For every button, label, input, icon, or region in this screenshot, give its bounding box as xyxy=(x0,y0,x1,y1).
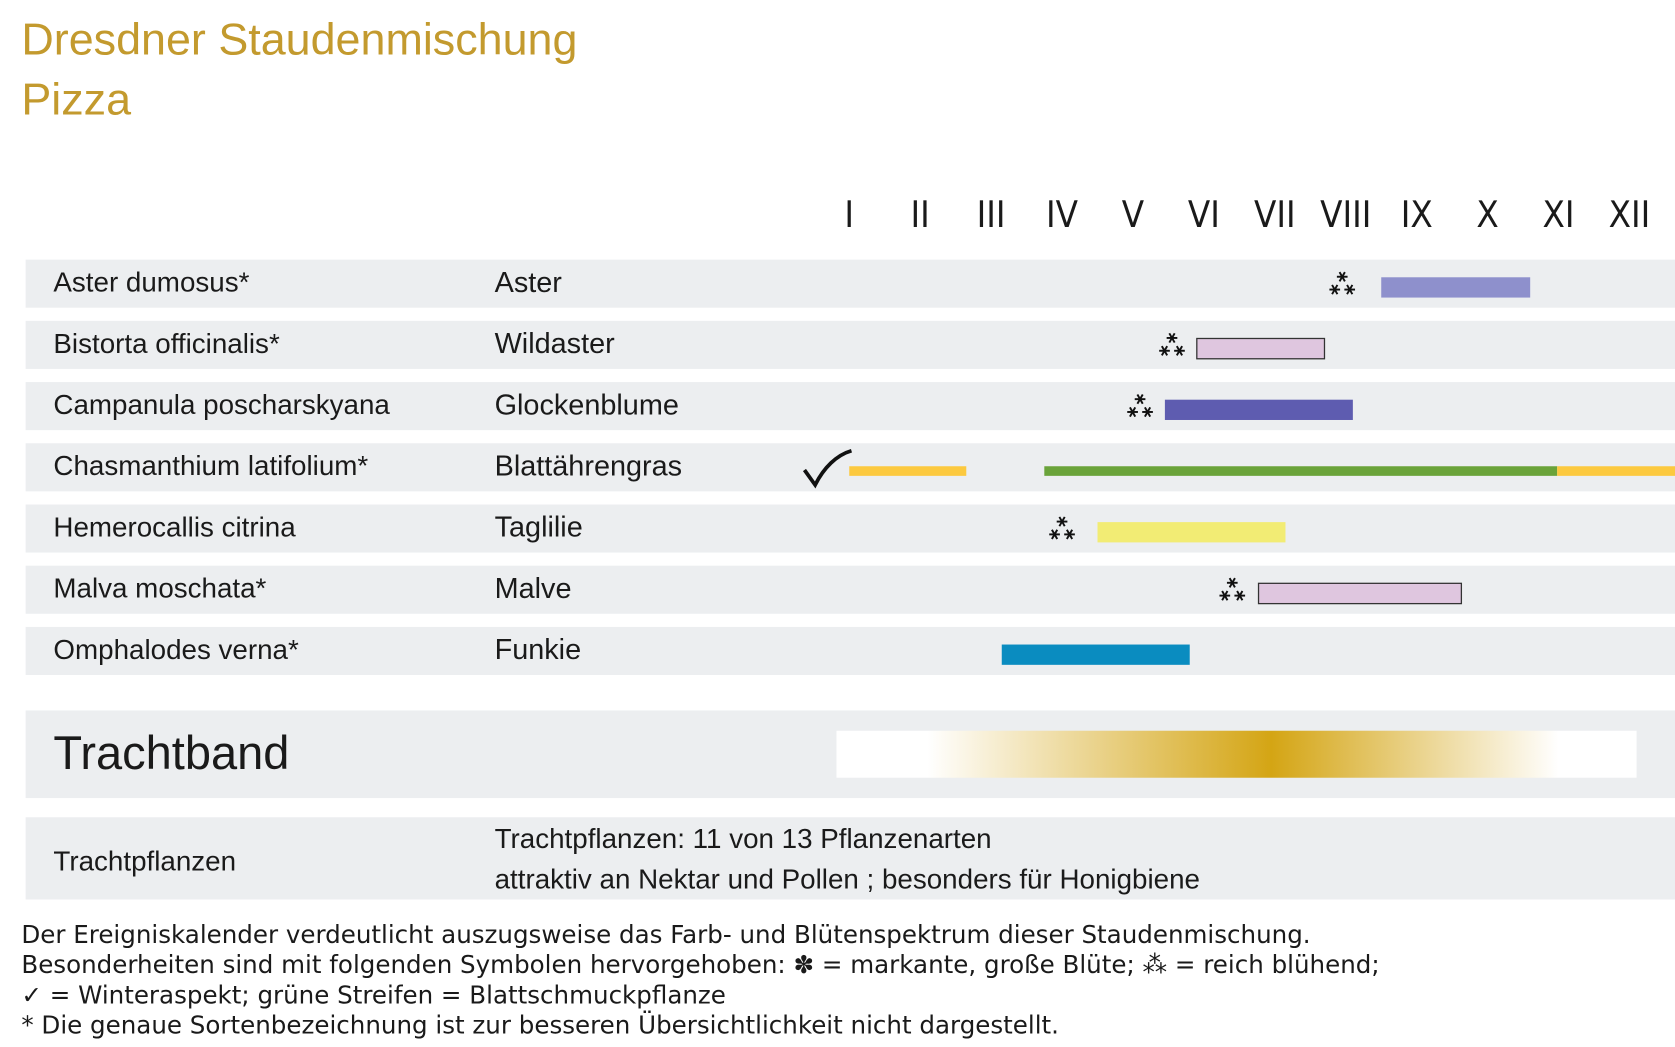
rich-bloom-icon xyxy=(1329,271,1356,295)
german-name: Taglilie xyxy=(495,512,583,544)
row-band xyxy=(25,382,1675,431)
asterisk-stroke xyxy=(1051,529,1059,540)
asterisk-stroke xyxy=(1331,284,1339,295)
latin-name: Aster dumosus* xyxy=(53,267,249,298)
month-label: XII xyxy=(1609,193,1651,236)
row-band xyxy=(25,320,1675,369)
trachtpflanzen-text: attraktiv an Nektar und Pollen ; besonde… xyxy=(495,864,1200,895)
latin-name: Hemerocallis citrina xyxy=(53,511,296,542)
subtitle: Pizza xyxy=(21,73,131,124)
latin-name: Campanula poscharskyana xyxy=(53,389,390,420)
footer-line: ✓ = Winteraspekt; grüne Streifen = Blatt… xyxy=(21,980,726,1009)
month-label: IX xyxy=(1401,193,1433,236)
bloom-bar xyxy=(849,466,967,476)
rich-bloom-icon xyxy=(1219,577,1246,601)
title: Dresdner Staudenmischung xyxy=(21,14,577,65)
german-name: Funkie xyxy=(495,634,582,666)
asterisk-stroke xyxy=(1058,516,1066,527)
winter-check xyxy=(802,448,853,489)
asterisk-stroke xyxy=(1236,590,1244,601)
month-label: II xyxy=(911,193,930,236)
row-band xyxy=(25,504,1675,553)
trachtpflanzen-label: Trachtpflanzen xyxy=(53,846,236,877)
trachtband-label: Trachtband xyxy=(53,726,289,779)
german-name: Blattährengras xyxy=(495,450,683,482)
latin-name: Bistorta officinalis* xyxy=(53,328,280,359)
latin-name: Chasmanthium latifolium* xyxy=(53,450,368,481)
month-label: III xyxy=(977,193,1006,236)
asterisk-stroke xyxy=(1129,406,1137,418)
footer-line: * Die genaue Sortenbezeichnung ist zur b… xyxy=(21,1011,1059,1040)
month-label: VII xyxy=(1254,193,1296,236)
rich-bloom-icon xyxy=(1159,332,1185,356)
german-name: Glockenblume xyxy=(495,389,679,421)
month-label: V xyxy=(1122,193,1145,236)
trachtpflanzen-text: Trachtpflanzen: 11 von 13 Pflanzenarten xyxy=(495,823,992,854)
month-label: IV xyxy=(1046,193,1079,236)
asterisk-stroke xyxy=(1338,271,1346,282)
rich-bloom-icon xyxy=(1127,394,1153,418)
asterisk-stroke xyxy=(1175,345,1183,356)
trachtpflanzen-row xyxy=(25,817,1675,900)
asterisk-stroke xyxy=(1136,394,1144,405)
latin-name: Omphalodes verna* xyxy=(53,634,299,665)
bloom-bar xyxy=(1001,644,1190,665)
asterisk-stroke xyxy=(1221,590,1229,601)
asterisk-stroke xyxy=(1228,577,1236,588)
bloom-bar xyxy=(1257,582,1463,605)
bloom-bar xyxy=(1044,466,1558,476)
month-label: VIII xyxy=(1320,193,1371,236)
footer-line: Besonderheiten sind mit folgenden Symbol… xyxy=(21,950,1379,979)
german-name: Malve xyxy=(495,573,572,605)
bloom-bar xyxy=(1097,522,1286,543)
month-label: X xyxy=(1476,193,1498,236)
german-name: Wildaster xyxy=(495,328,616,360)
german-name: Aster xyxy=(495,267,563,299)
bloom-bar xyxy=(1164,399,1353,420)
latin-name: Malva moschata* xyxy=(53,573,266,604)
bloom-bar xyxy=(1381,277,1531,298)
asterisk-stroke xyxy=(1161,345,1169,356)
row-band xyxy=(25,626,1675,675)
trachtband-bar xyxy=(836,730,1637,778)
asterisk-stroke xyxy=(1346,284,1354,295)
asterisk-stroke xyxy=(1168,332,1176,344)
footer-line: Der Ereigniskalender verdeutlicht auszug… xyxy=(21,920,1310,949)
month-label: XI xyxy=(1543,193,1575,236)
asterisk-stroke xyxy=(1144,406,1152,418)
rich-bloom-icon xyxy=(1049,516,1075,540)
bloom-bar xyxy=(1557,466,1675,476)
asterisk-stroke xyxy=(1066,529,1074,540)
month-label: VI xyxy=(1188,193,1220,236)
month-label: I xyxy=(844,193,854,236)
bloom-bar xyxy=(1196,337,1326,360)
